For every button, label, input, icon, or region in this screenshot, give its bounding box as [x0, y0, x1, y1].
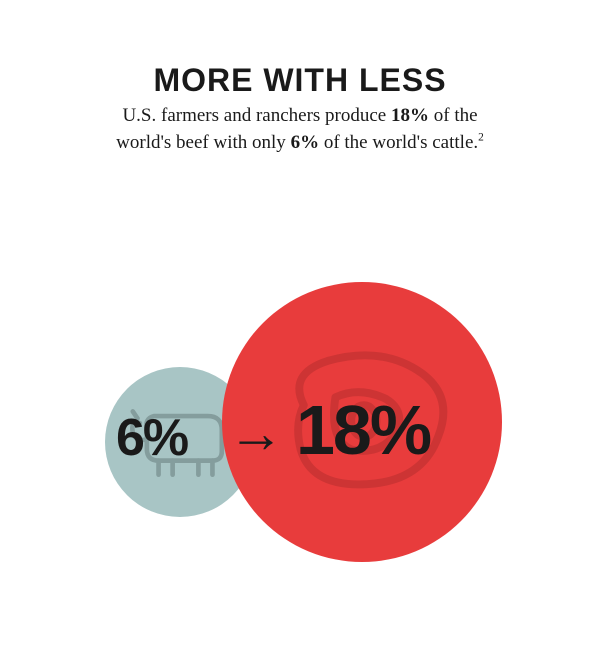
subtitle: U.S. farmers and ranchers produce 18% of… — [110, 103, 490, 156]
footnote-ref: 2 — [478, 131, 484, 143]
arrow-icon: → — [228, 400, 284, 465]
subtitle-mid2: of the world's cattle. — [319, 132, 478, 153]
headline: MORE WITH LESS — [0, 62, 600, 99]
beef-percent-label: 18% — [296, 390, 430, 470]
subtitle-line1: U.S. farmers and ranchers produce — [122, 105, 386, 126]
subtitle-bold1: 18% — [391, 105, 429, 126]
cattle-percent-label: 6% — [116, 408, 187, 468]
subtitle-bold2: 6% — [291, 132, 320, 153]
